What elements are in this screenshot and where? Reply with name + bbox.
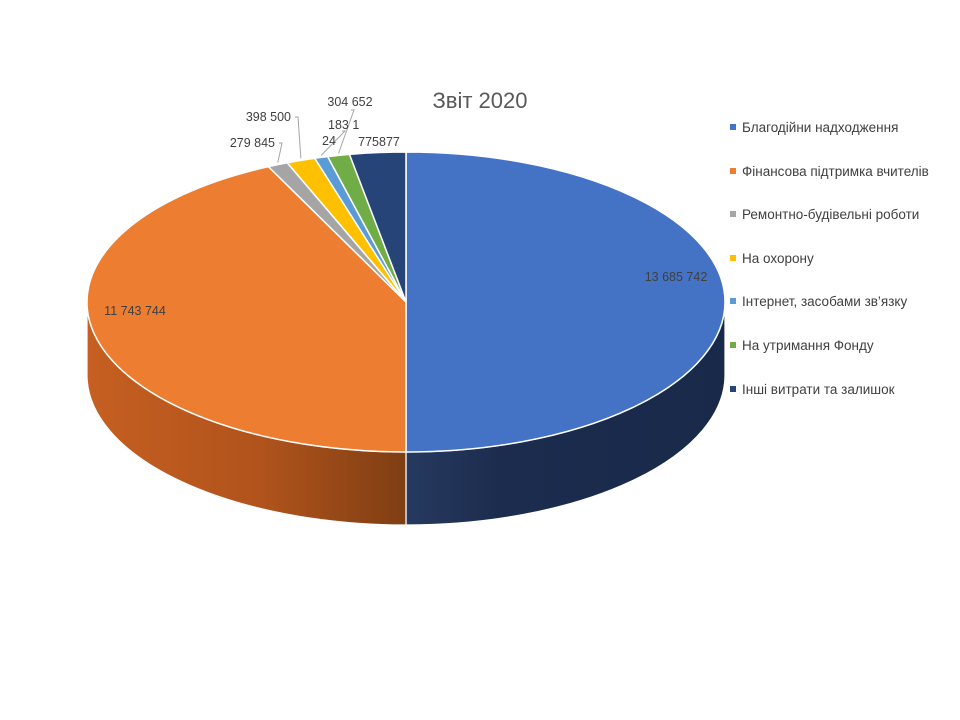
- legend-label: На утримання Фонду: [742, 338, 874, 353]
- legend-swatch: [730, 386, 736, 392]
- legend-item: Фінансова підтримка вчителів: [730, 161, 945, 182]
- legend-item: На утримання Фонду: [730, 335, 945, 356]
- data-label: 13 685 742: [645, 270, 708, 284]
- data-label: 183 1: [328, 118, 359, 132]
- data-label: 304 652: [327, 95, 372, 109]
- legend-item: Інші витрати та залишок: [730, 379, 945, 400]
- pie-slice: [86, 165, 407, 453]
- data-label: 398 500: [246, 110, 291, 124]
- legend-label: Інтернет, засобами зв’язку: [742, 294, 908, 309]
- legend-swatch: [730, 255, 736, 261]
- legend-swatch: [730, 124, 736, 130]
- leader-line: [277, 142, 283, 163]
- legend-swatch: [730, 342, 736, 348]
- legend-item: Ремонтно-будівельні роботи: [730, 204, 945, 225]
- leader-line: [320, 130, 347, 156]
- legend-label: На охорону: [742, 251, 814, 266]
- legend-swatch: [730, 211, 736, 217]
- data-label: 279 845: [230, 136, 275, 150]
- leader-line: [295, 116, 302, 159]
- data-label: 775877: [358, 135, 400, 149]
- chart-title: Звіт 2020: [432, 88, 528, 113]
- legend-swatch: [730, 298, 736, 304]
- legend-item: На охорону: [730, 248, 945, 269]
- pie-slice: [348, 151, 407, 303]
- legend-label: Фінансова підтримка вчителів: [742, 164, 929, 179]
- legend-item: Інтернет, засобами зв’язку: [730, 291, 945, 312]
- pie-slice: [405, 151, 726, 453]
- legend-label: Інші витрати та залишок: [742, 382, 895, 397]
- legend-item: Благодійни надходження: [730, 117, 945, 138]
- data-label: 24: [322, 134, 336, 148]
- data-label: 11 743 744: [104, 304, 166, 318]
- leader-line: [338, 109, 355, 154]
- legend-label: Благодійни надходження: [742, 120, 899, 135]
- legend-swatch: [730, 168, 736, 174]
- legend-label: Ремонтно-будівельні роботи: [742, 207, 920, 222]
